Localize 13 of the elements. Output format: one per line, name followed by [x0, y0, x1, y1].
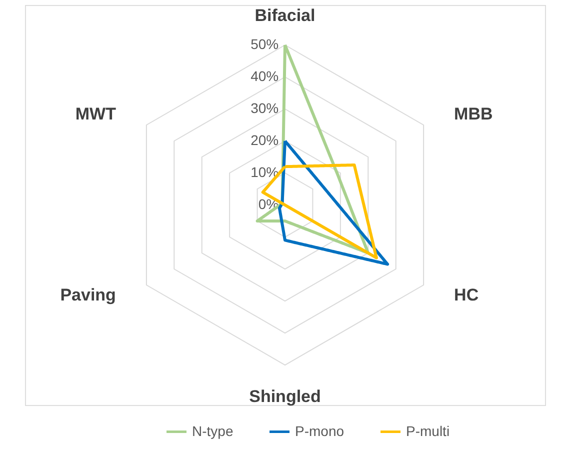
spoke-label: MBB [454, 104, 493, 124]
y-tick-label: 30% [250, 100, 279, 116]
spoke-label: Shingled [249, 387, 321, 406]
y-tick-label: 50% [250, 36, 279, 52]
legend-label: N-type [192, 422, 234, 439]
y-tick-label: 20% [250, 132, 279, 148]
legend-label: P-multi [406, 422, 450, 439]
spoke-label: Bifacial [254, 6, 316, 26]
legend-label: P-mono [295, 422, 344, 439]
spoke-label: HC [454, 285, 479, 304]
y-tick-label: 40% [250, 68, 279, 84]
spoke-label: MWT [75, 104, 117, 124]
spoke-label: Paving [60, 285, 116, 304]
